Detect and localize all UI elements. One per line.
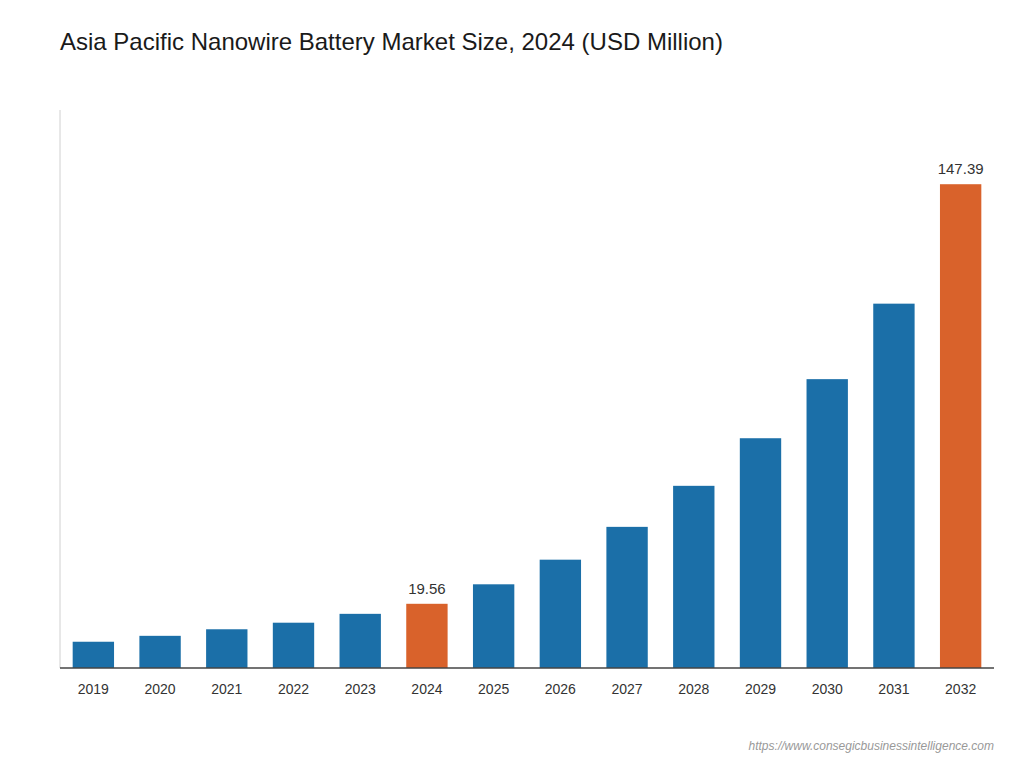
x-tick-label: 2026 <box>545 681 576 697</box>
x-tick-label: 2020 <box>144 681 175 697</box>
bar <box>940 184 981 668</box>
chart-title: Asia Pacific Nanowire Battery Market Siz… <box>60 28 723 55</box>
annotation: 19.56 <box>408 580 446 597</box>
bar <box>807 379 848 668</box>
x-tick-label: 2029 <box>745 681 776 697</box>
bar <box>873 304 914 668</box>
y-axis-line <box>60 110 61 668</box>
bar <box>406 604 447 668</box>
bar <box>540 560 581 668</box>
bar <box>139 636 180 668</box>
x-tick-label: 2022 <box>278 681 309 697</box>
x-tick-label: 2021 <box>211 681 242 697</box>
background <box>0 0 1024 768</box>
bar <box>73 642 114 668</box>
bar <box>673 486 714 668</box>
x-tick-label: 2032 <box>945 681 976 697</box>
x-tick-label: 2019 <box>78 681 109 697</box>
bar <box>206 629 247 668</box>
x-tick-label: 2031 <box>878 681 909 697</box>
bar <box>473 584 514 668</box>
bar <box>740 438 781 668</box>
x-tick-label: 2025 <box>478 681 509 697</box>
annotation: 147.39 <box>938 160 984 177</box>
bars <box>73 184 982 668</box>
x-tick-label: 2024 <box>411 681 442 697</box>
bar <box>606 527 647 668</box>
x-tick-label: 2027 <box>611 681 642 697</box>
x-tick-label: 2028 <box>678 681 709 697</box>
source-url: https://www.consegicbusinessintelligence… <box>749 739 994 753</box>
x-axis-line <box>60 667 994 669</box>
bar <box>273 623 314 668</box>
x-tick-label: 2023 <box>345 681 376 697</box>
x-tick-label: 2030 <box>812 681 843 697</box>
bar <box>340 614 381 668</box>
